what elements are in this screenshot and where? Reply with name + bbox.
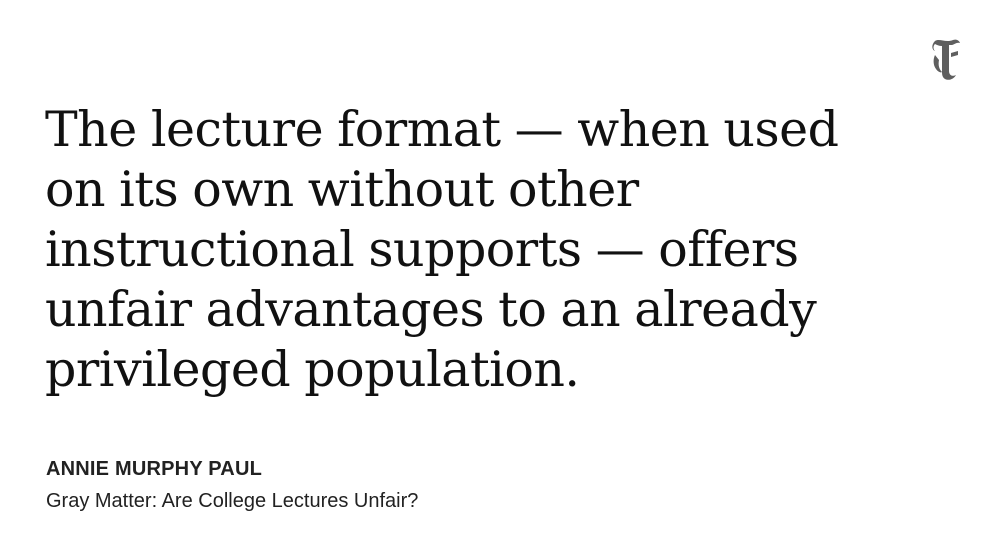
- article-source: Gray Matter: Are College Lectures Unfair…: [46, 490, 419, 512]
- nyt-t-logo-icon: [929, 37, 963, 83]
- author-name: ANNIE MURPHY PAUL: [46, 458, 263, 480]
- pull-quote: The lecture format — when used on its ow…: [45, 101, 839, 398]
